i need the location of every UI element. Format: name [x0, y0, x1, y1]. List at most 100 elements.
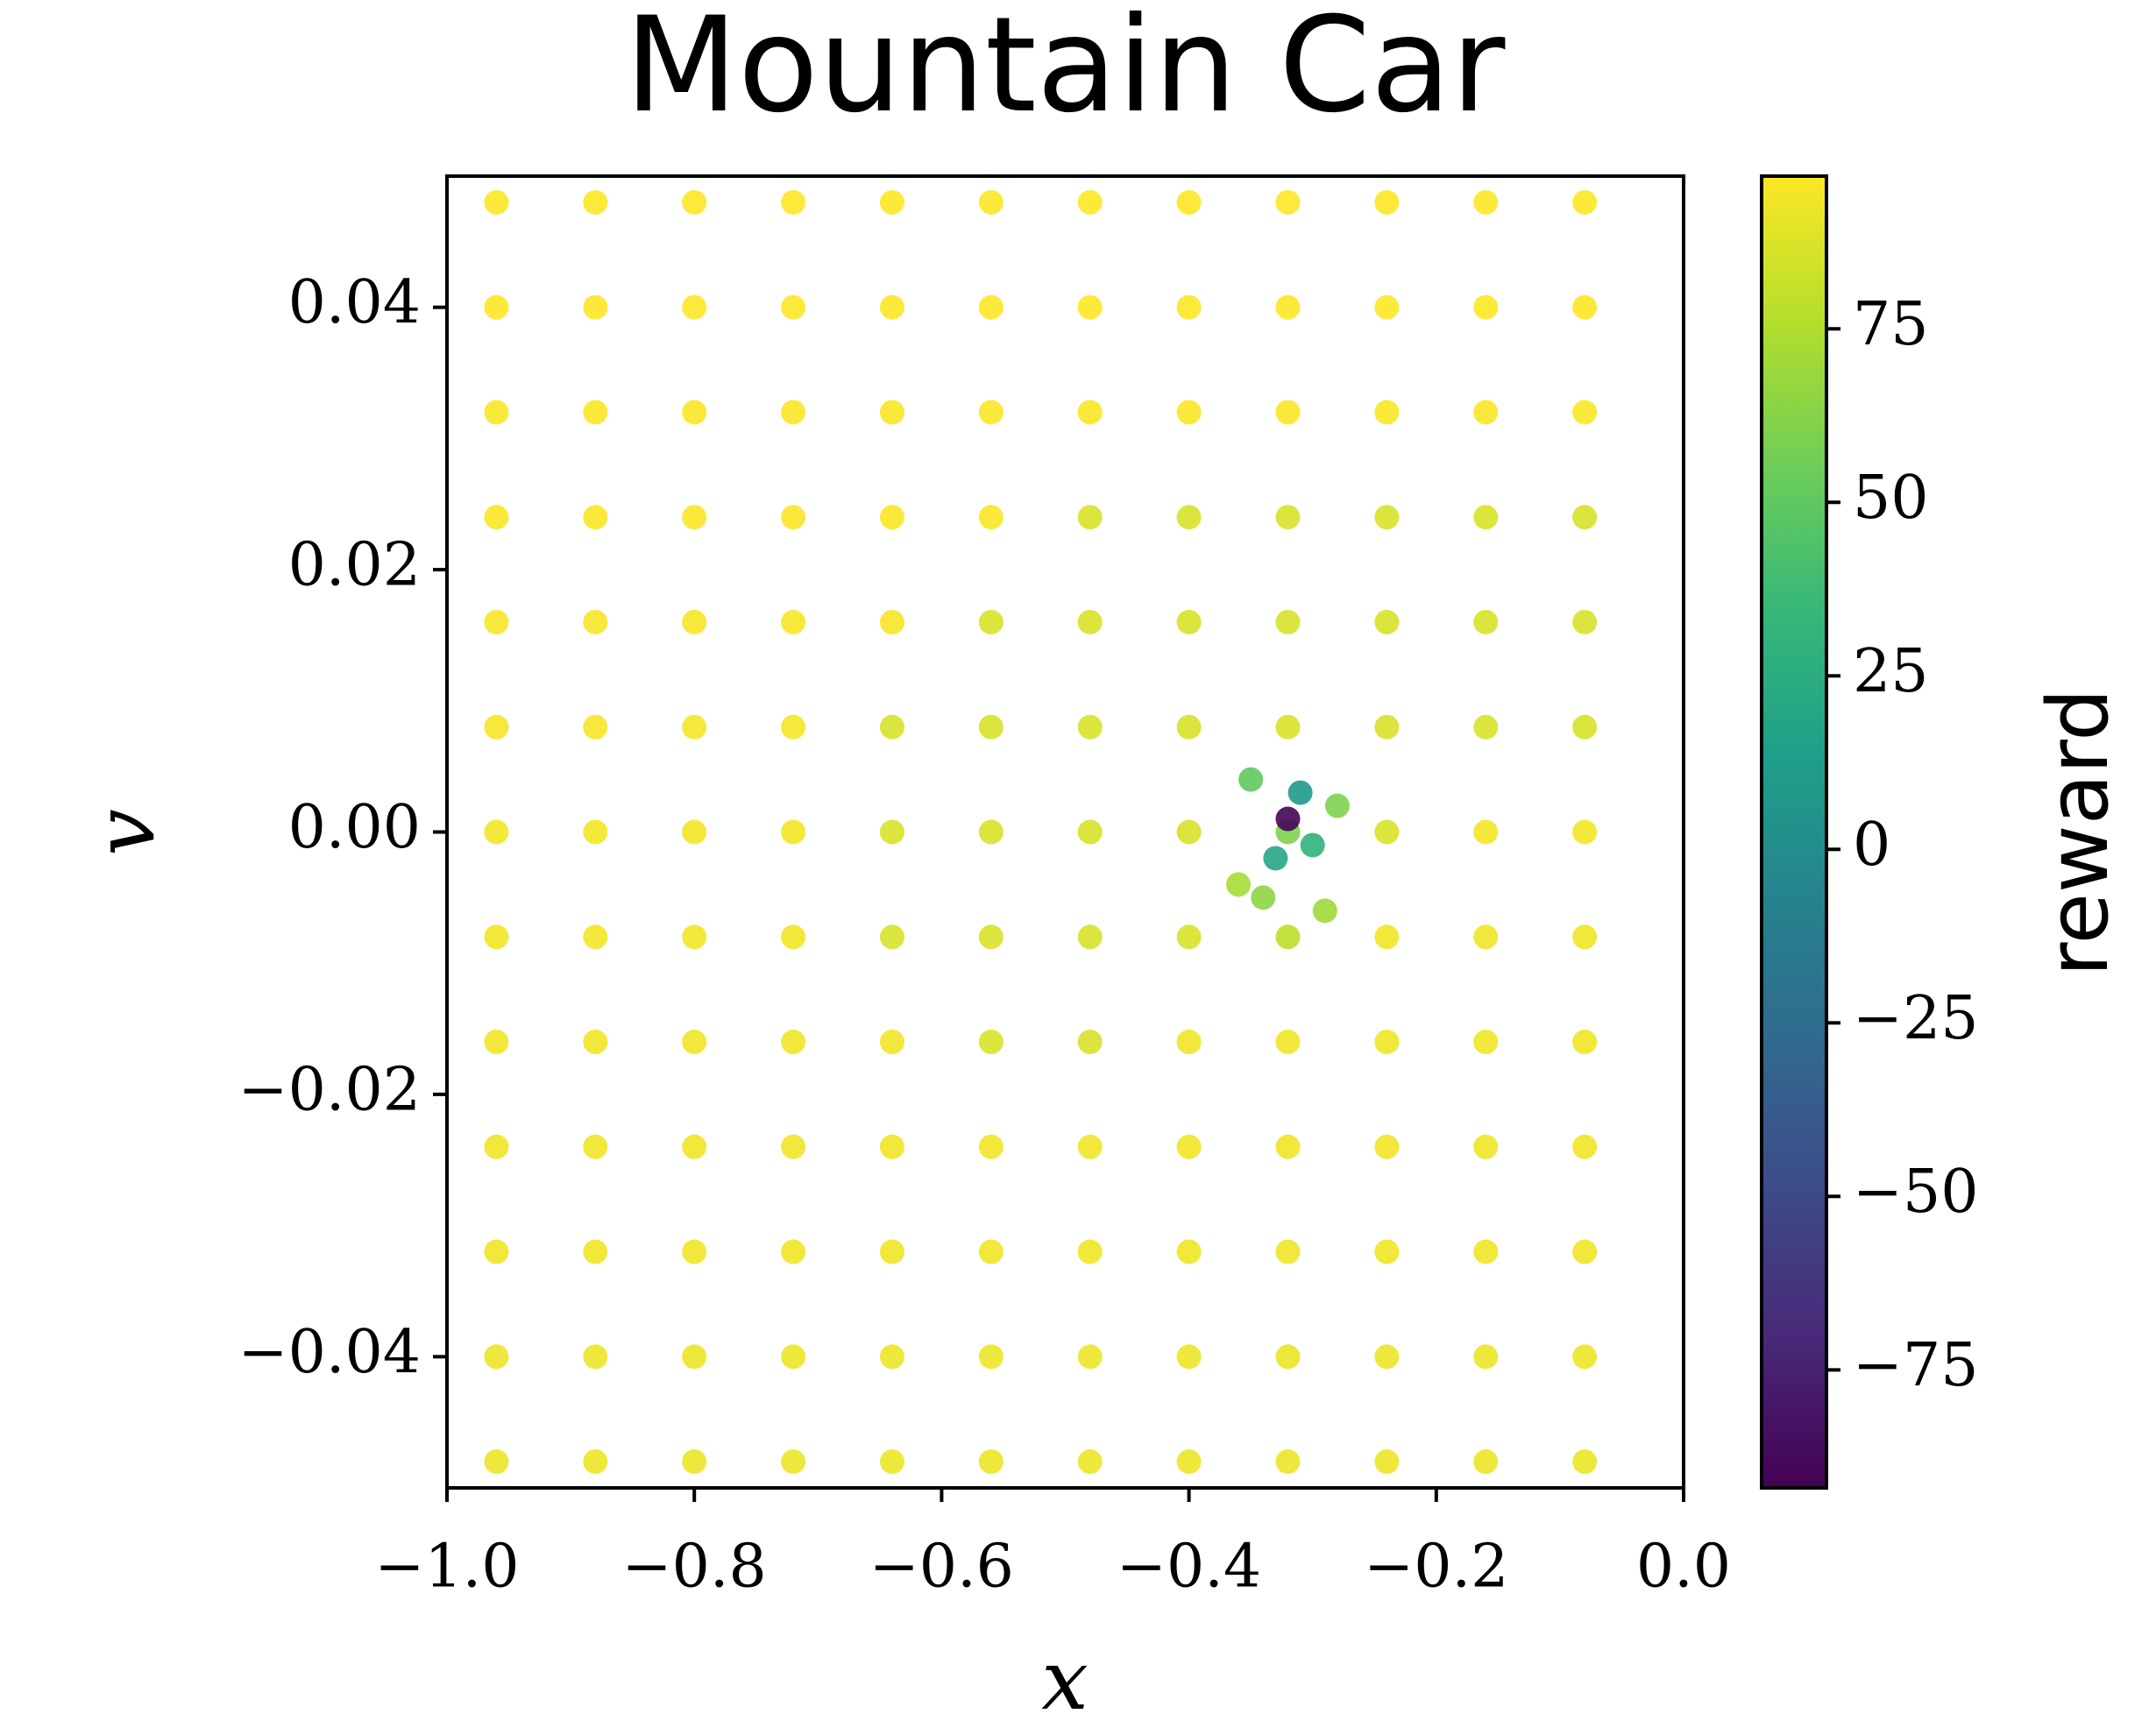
scatter-point	[1176, 1344, 1202, 1370]
scatter-point	[1275, 714, 1301, 740]
scatter-point	[1176, 400, 1202, 425]
scatter-point	[1312, 898, 1337, 924]
scatter-point	[1077, 714, 1103, 740]
scatter-point	[583, 400, 608, 425]
scatter-point	[1572, 1239, 1598, 1264]
scatter-point	[781, 1344, 806, 1370]
scatter-point	[879, 714, 904, 740]
scatter-point	[1572, 505, 1598, 530]
scatter-point	[682, 714, 707, 740]
scatter-point	[879, 189, 904, 215]
scatter-point	[1275, 189, 1301, 215]
scatter-point	[978, 1030, 1004, 1055]
scatter-point	[1300, 832, 1325, 858]
scatter-point	[1176, 1134, 1202, 1159]
x-tick-label: 0.0	[1636, 1533, 1731, 1602]
scatter-point	[682, 924, 707, 950]
scatter-point	[484, 400, 509, 425]
scatter-point	[978, 400, 1004, 425]
scatter-point	[1275, 505, 1301, 530]
scatter-point	[1176, 714, 1202, 740]
scatter-point	[1077, 924, 1103, 950]
scatter-point	[1077, 1239, 1103, 1264]
scatter-point	[781, 924, 806, 950]
scatter-point	[1275, 924, 1301, 950]
scatter-point	[978, 819, 1004, 845]
scatter-point	[682, 505, 707, 530]
x-tick-label: −0.2	[1364, 1533, 1508, 1602]
colorbar-tick-label: 75	[1853, 290, 1929, 359]
scatter-point	[1473, 189, 1499, 215]
y-tick-label: −0.04	[238, 1318, 421, 1387]
scatter-point	[1374, 1239, 1400, 1264]
scatter-point	[682, 1134, 707, 1159]
scatter-point	[682, 1344, 707, 1370]
scatter-point	[1374, 294, 1400, 320]
scatter-point	[781, 1030, 806, 1055]
scatter-point	[978, 1449, 1004, 1475]
scatter-point	[1275, 1449, 1301, 1475]
scatter-point	[879, 924, 904, 950]
scatter-point	[781, 1449, 806, 1475]
scatter-point	[1572, 714, 1598, 740]
scatter-point	[879, 1030, 904, 1055]
scatter-point	[583, 1134, 608, 1159]
scatter-point	[484, 1344, 509, 1370]
scatter-point	[879, 1134, 904, 1159]
scatter-point	[1176, 609, 1202, 634]
scatter-point	[781, 1134, 806, 1159]
scatter-point	[682, 609, 707, 634]
scatter-point	[1374, 609, 1400, 634]
scatter-point	[1374, 1344, 1400, 1370]
scatter-point	[1572, 189, 1598, 215]
scatter-point	[1275, 806, 1301, 832]
scatter-point	[781, 714, 806, 740]
colorbar-tick-label: −75	[1853, 1331, 1979, 1400]
colorbar-tick-label: 50	[1853, 464, 1929, 533]
scatter-point	[1572, 400, 1598, 425]
scatter-point	[1374, 714, 1400, 740]
scatter-point	[1275, 1134, 1301, 1159]
scatter-point	[879, 505, 904, 530]
scatter-point	[583, 505, 608, 530]
scatter-point	[1473, 1239, 1499, 1264]
scatter-point	[583, 1030, 608, 1055]
scatter-point	[1077, 1134, 1103, 1159]
scatter-point	[781, 189, 806, 215]
plot-frame	[445, 174, 1685, 1490]
scatter-point	[1473, 1134, 1499, 1159]
scatter-point	[1374, 819, 1400, 845]
scatter-point	[1275, 1344, 1301, 1370]
y-tick-label: 0.02	[288, 531, 421, 600]
scatter-point	[484, 1239, 509, 1264]
scatter-point	[1473, 294, 1499, 320]
scatter-point	[879, 819, 904, 845]
scatter-point	[1176, 294, 1202, 320]
scatter-point	[1572, 294, 1598, 320]
scatter-point	[1176, 1239, 1202, 1264]
scatter-point	[1374, 1134, 1400, 1159]
scatter-point	[1238, 767, 1264, 792]
scatter-point	[879, 1449, 904, 1475]
chart-title: Mountain Car	[625, 0, 1506, 142]
x-tick-label: −0.8	[622, 1533, 767, 1602]
scatter-point	[879, 294, 904, 320]
scatter-point	[1473, 400, 1499, 425]
colorbar-tick-label: −25	[1853, 984, 1979, 1053]
scatter-point	[484, 1030, 509, 1055]
x-tick-label: −0.6	[869, 1533, 1014, 1602]
scatter-point	[781, 1239, 806, 1264]
colorbar-tick-label: −50	[1853, 1158, 1979, 1227]
scatter-point	[1473, 924, 1499, 950]
scatter-point	[978, 505, 1004, 530]
scatter-point	[1226, 872, 1252, 897]
scatter-point	[1176, 924, 1202, 950]
colorbar-tick-label: 25	[1853, 637, 1929, 706]
scatter-point	[1473, 609, 1499, 634]
scatter-point	[978, 1344, 1004, 1370]
scatter-point	[1263, 846, 1288, 871]
scatter-point	[1077, 1030, 1103, 1055]
scatter-point	[1176, 1449, 1202, 1475]
